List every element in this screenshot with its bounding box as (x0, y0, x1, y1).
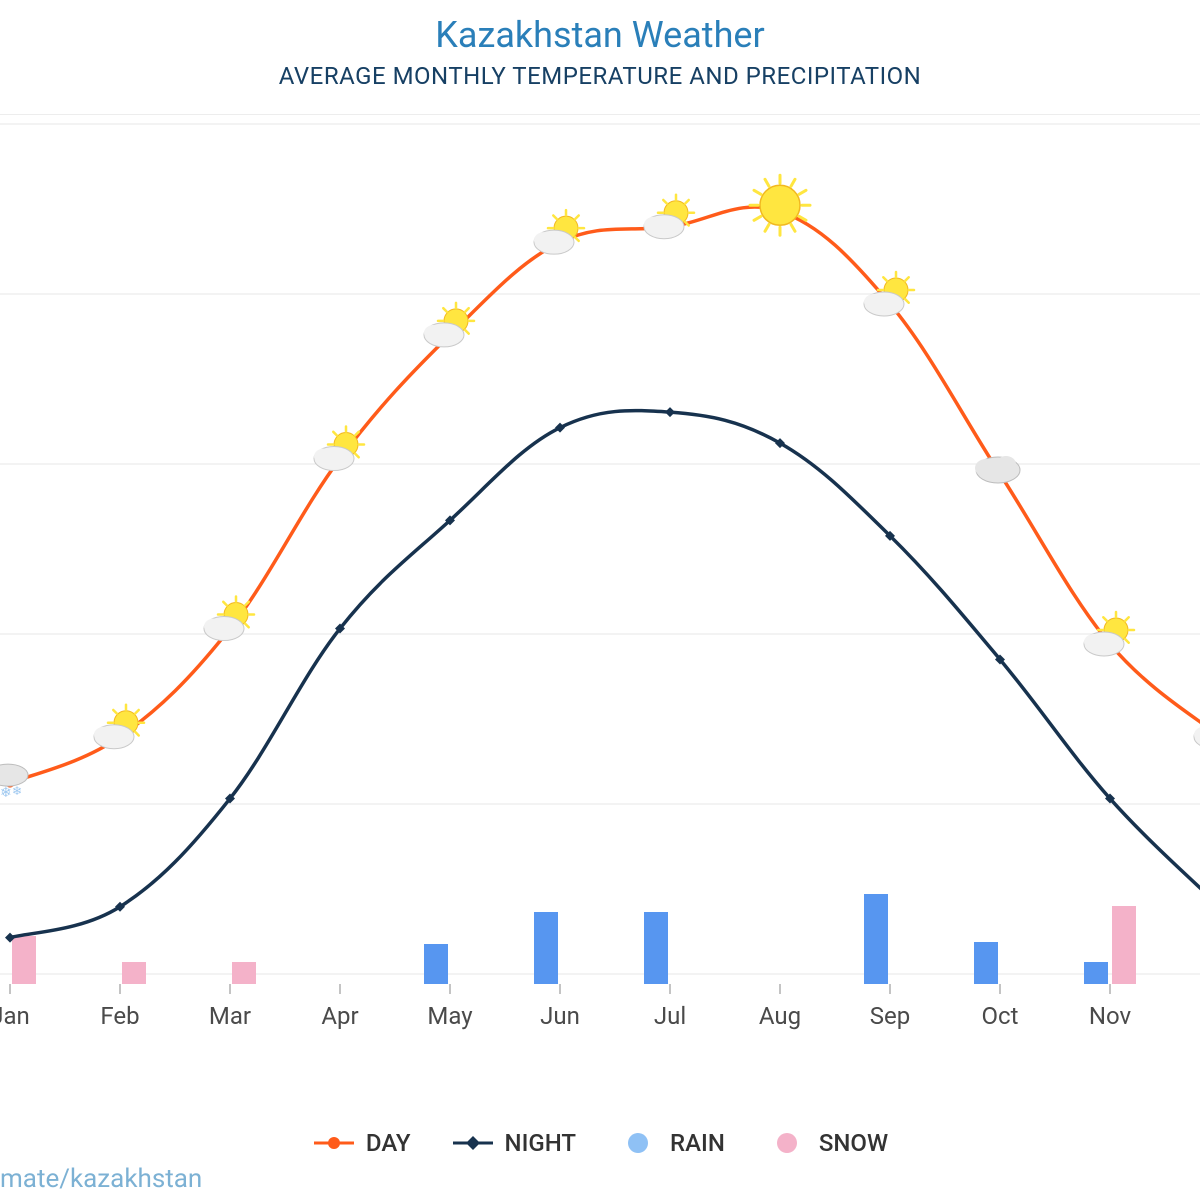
legend-label: RAIN (670, 1129, 725, 1157)
legend-item-day: DAY (312, 1129, 411, 1157)
precip-bar (12, 936, 36, 984)
sun-icon (750, 175, 810, 235)
svg-text:❄: ❄ (0, 785, 12, 801)
precip-bar (974, 942, 998, 984)
chart-title: Kazakhstan Weather (0, 0, 1200, 56)
precip-bar (534, 912, 558, 984)
precip-bar (424, 944, 448, 984)
legend-label: DAY (366, 1129, 411, 1157)
day-temperature-line (10, 207, 1200, 783)
cloud-snow-icon: ❄❄ (0, 764, 28, 801)
chart-subtitle: AVERAGE MONTHLY TEMPERATURE AND PRECIPIT… (0, 56, 1200, 90)
svg-text:Aug: Aug (759, 1002, 801, 1030)
precip-bar (864, 894, 888, 984)
sun-cloud-icon (1194, 705, 1200, 749)
svg-text:Oct: Oct (982, 1002, 1019, 1030)
legend-label: SNOW (819, 1129, 888, 1157)
svg-text:Feb: Feb (100, 1002, 139, 1030)
svg-text:Apr: Apr (321, 1002, 358, 1030)
svg-text:Sep: Sep (870, 1002, 910, 1030)
source-link[interactable]: mate/kazakhstan (0, 1164, 202, 1194)
precip-bar (1112, 906, 1136, 984)
svg-text:Mar: Mar (209, 1002, 251, 1030)
chart-svg: JanFebMarAprMayJunJulAugSepOctNovDec❄❄ (0, 114, 1200, 1074)
night-temperature-line (10, 411, 1200, 938)
precip-bar (122, 962, 146, 984)
sun-cloud-icon (644, 195, 694, 239)
svg-text:Jan: Jan (0, 1002, 30, 1030)
svg-text:Nov: Nov (1089, 1002, 1132, 1030)
night-marker (665, 407, 675, 417)
legend-item-snow: SNOW (765, 1129, 888, 1157)
legend-label: NIGHT (505, 1129, 576, 1157)
svg-text:May: May (427, 1002, 473, 1030)
sun-cloud-icon (424, 303, 474, 347)
legend-item-night: NIGHT (451, 1129, 576, 1157)
sun-cloud-icon (94, 705, 144, 749)
svg-text:Jul: Jul (654, 1002, 686, 1030)
precip-bar (1084, 962, 1108, 984)
svg-text:Jun: Jun (540, 1002, 580, 1030)
legend-item-rain: RAIN (616, 1129, 725, 1157)
cloud-icon (975, 456, 1020, 483)
svg-text:❄: ❄ (12, 784, 22, 798)
chart-plot-area: JanFebMarAprMayJunJulAugSepOctNovDec❄❄ (0, 114, 1200, 1074)
chart-legend: DAY NIGHT RAIN SNOW (0, 1129, 1200, 1160)
precip-bar (232, 962, 256, 984)
sun-cloud-icon (534, 210, 584, 254)
precip-bar (644, 912, 668, 984)
weather-chart-container: Kazakhstan Weather AVERAGE MONTHLY TEMPE… (0, 0, 1200, 1200)
